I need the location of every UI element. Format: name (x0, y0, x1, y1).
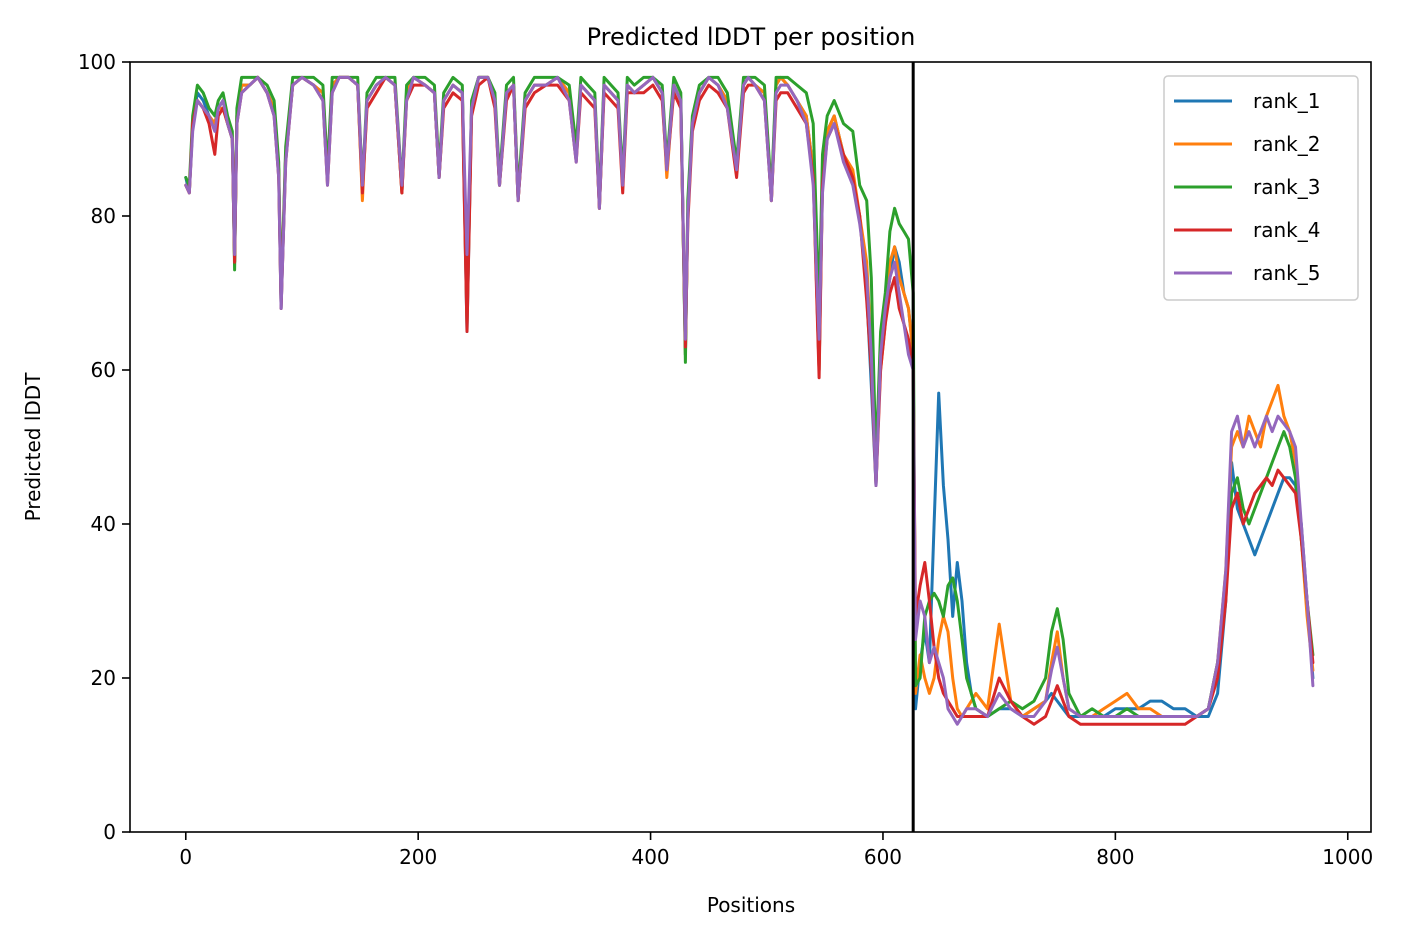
x-tick-label: 800 (1096, 845, 1134, 869)
x-tick-label: 200 (399, 845, 437, 869)
chart-title: Predicted lDDT per position (587, 23, 916, 51)
legend-label-rank-3: rank_3 (1253, 175, 1320, 199)
legend-label-rank-1: rank_1 (1253, 89, 1320, 113)
x-tick-label: 1000 (1322, 845, 1373, 869)
legend-label-rank-4: rank_4 (1253, 218, 1320, 242)
legend: rank_1 rank_2 rank_3 rank_4 rank_5 (1164, 76, 1358, 300)
y-tick-label: 40 (91, 512, 116, 536)
x-tick-label: 400 (631, 845, 669, 869)
legend-label-rank-5: rank_5 (1253, 261, 1320, 285)
legend-label-rank-2: rank_2 (1253, 132, 1320, 156)
y-tick-label: 20 (91, 666, 116, 690)
y-axis-label: Predicted lDDT (21, 372, 45, 522)
y-tick-label: 80 (91, 204, 116, 228)
y-tick-label: 60 (91, 358, 116, 382)
y-tick-label: 0 (103, 820, 116, 844)
x-tick-label: 600 (864, 845, 902, 869)
x-axis-label: Positions (707, 893, 795, 917)
x-tick-label: 0 (179, 845, 192, 869)
y-tick-label: 100 (78, 50, 116, 74)
